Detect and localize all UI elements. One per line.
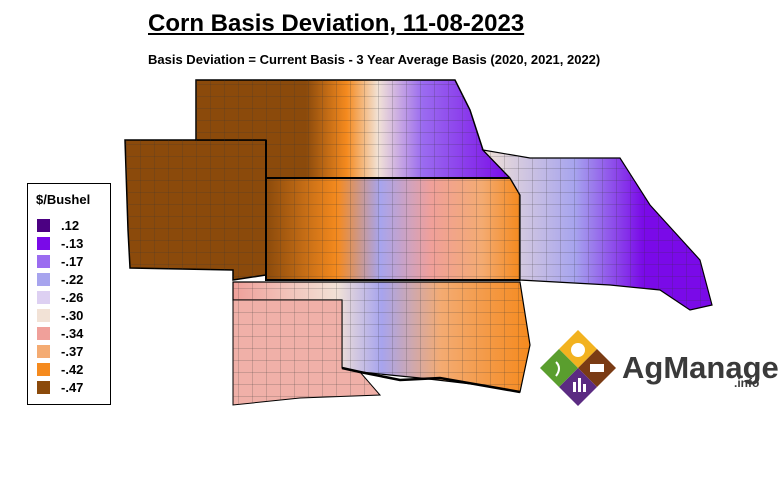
legend-swatch <box>37 381 50 394</box>
legend-item: -.37 <box>37 344 107 359</box>
legend: $/Bushel .12 -.13 -.17 -.22 -.26 -.30 -.… <box>27 183 111 405</box>
logo-suffix: .info <box>734 376 760 390</box>
kansas-border <box>265 140 520 281</box>
legend-swatch <box>37 345 50 358</box>
legend-item: -.42 <box>37 362 107 377</box>
legend-swatch <box>37 327 50 340</box>
legend-swatch <box>37 255 50 268</box>
legend-item: -.30 <box>37 308 107 323</box>
legend-title: $/Bushel <box>36 192 91 207</box>
map-title: Corn Basis Deviation, 11-08-2023 <box>148 10 525 37</box>
legend-item: -.22 <box>37 272 107 287</box>
map-subtitle: Basis Deviation = Current Basis - 3 Year… <box>148 52 601 67</box>
logo-text: AgManager <box>622 350 779 385</box>
legend-swatch <box>37 309 50 322</box>
legend-item: -.26 <box>37 290 107 305</box>
legend-swatch <box>37 363 50 376</box>
legend-swatch <box>37 237 50 250</box>
legend-item: -.17 <box>37 254 107 269</box>
red-river <box>341 366 521 394</box>
logo-diamond-icon <box>540 330 616 406</box>
legend-item: .12 <box>37 218 107 233</box>
legend-swatch <box>37 219 50 232</box>
legend-swatch <box>37 273 50 286</box>
legend-item: -.13 <box>37 236 107 251</box>
agmanager-logo <box>540 330 616 406</box>
legend-item: -.47 <box>37 380 107 395</box>
legend-swatch <box>37 291 50 304</box>
legend-item: -.34 <box>37 326 107 341</box>
